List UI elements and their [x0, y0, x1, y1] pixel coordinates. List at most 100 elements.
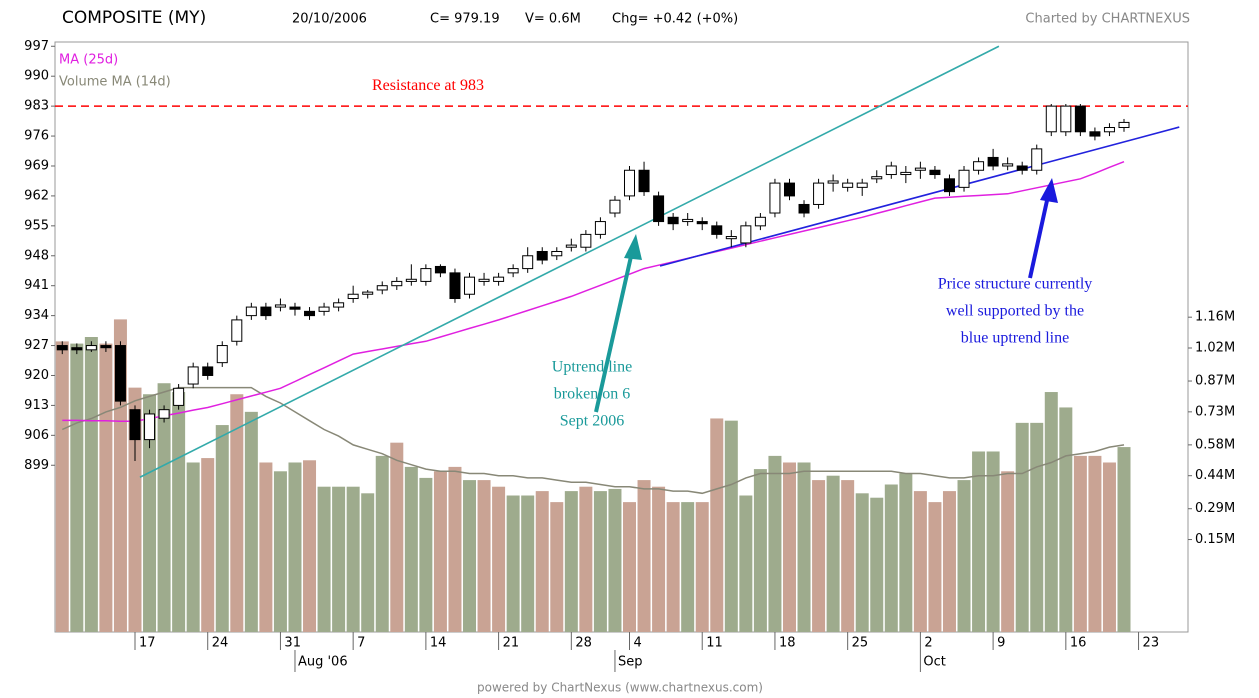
- candle-body: [1089, 131, 1101, 137]
- candle-body: [914, 167, 926, 171]
- candle-body: [754, 216, 766, 227]
- volume-bar: [477, 480, 491, 632]
- volume-bar: [244, 411, 258, 632]
- volume-bar: [710, 418, 724, 632]
- volume-bar: [492, 486, 506, 632]
- chart-title: COMPOSITE (MY): [62, 8, 206, 28]
- volume-bar: [1030, 422, 1044, 632]
- candle-body: [318, 306, 330, 312]
- y2-tick-label: 0.87M: [1195, 374, 1235, 389]
- volume-bar: [1117, 447, 1131, 632]
- volume-bar: [84, 337, 98, 632]
- volume-bar: [317, 486, 331, 632]
- x-tick-label: 16: [1070, 636, 1087, 651]
- volume-bar: [303, 460, 317, 632]
- annotation: well supported by the: [946, 303, 1084, 320]
- volume-bar: [899, 473, 913, 632]
- footer: powered by ChartNexus (www.chartnexus.co…: [477, 681, 763, 695]
- candle-body: [173, 387, 185, 406]
- arrow: [1028, 195, 1050, 279]
- volume-bar: [172, 392, 186, 632]
- volume-bar: [404, 466, 418, 632]
- header-volume: V= 0.6M: [525, 12, 581, 27]
- month-label: Sep: [618, 655, 643, 670]
- volume-bar: [1059, 407, 1073, 632]
- candle-body: [1118, 121, 1130, 129]
- volume-bar: [753, 469, 767, 632]
- candle-body: [973, 161, 985, 171]
- candle-body: [565, 244, 577, 248]
- volume-bar: [564, 491, 578, 632]
- volume-bar: [986, 451, 1000, 632]
- candle-body: [144, 413, 156, 441]
- volume-bar: [681, 502, 695, 632]
- candle-body: [114, 345, 126, 402]
- annotation: Price structure currently: [938, 276, 1093, 293]
- candle-body: [623, 169, 635, 197]
- volume-bar: [928, 502, 942, 632]
- x-tick-label: 23: [1143, 636, 1160, 651]
- volume-bar: [143, 394, 157, 632]
- header-change: Chg= +0.42 (+0%): [612, 12, 738, 27]
- candle-body: [769, 182, 781, 214]
- volume-bar: [1102, 462, 1116, 632]
- volume-bar: [55, 341, 69, 632]
- y-tick-label: 997: [24, 39, 49, 54]
- x-tick-label: 24: [212, 636, 229, 651]
- candle-body: [725, 236, 737, 240]
- x-tick-label: 7: [357, 636, 365, 651]
- volume-bar: [99, 343, 113, 632]
- ma-line: [62, 161, 1125, 422]
- volume-bar: [797, 462, 811, 632]
- volume-bar: [390, 442, 404, 632]
- candle-body: [260, 306, 272, 317]
- annotation: blue uptrend line: [961, 330, 1069, 347]
- candle-body: [813, 182, 825, 205]
- volume-bar: [637, 480, 651, 632]
- y-tick-label: 990: [24, 69, 49, 84]
- y-tick-label: 906: [24, 428, 49, 443]
- candle-body: [347, 293, 359, 300]
- volume-bar: [157, 383, 171, 632]
- x-tick-label: 21: [503, 636, 520, 651]
- annotation: Sept 2006: [560, 413, 624, 430]
- volume-bar: [1073, 455, 1087, 632]
- x-tick-label: 9: [997, 636, 1005, 651]
- y-tick-label: 962: [24, 188, 49, 203]
- y-tick-label: 941: [24, 278, 49, 293]
- y-tick-label: 927: [24, 338, 49, 353]
- x-tick-label: 11: [706, 636, 723, 651]
- candle-body: [900, 171, 912, 176]
- candle-body: [478, 278, 490, 282]
- y2-tick-label: 0.73M: [1195, 404, 1235, 419]
- y2-tick-label: 1.16M: [1195, 310, 1235, 325]
- candle-body: [1074, 105, 1086, 133]
- x-tick-label: 14: [430, 636, 447, 651]
- y-tick-label: 969: [24, 158, 49, 173]
- volume-bar: [608, 488, 622, 632]
- y-tick-label: 934: [24, 308, 49, 323]
- volume-bar: [419, 477, 433, 632]
- candle-body: [420, 268, 432, 282]
- candle-body: [333, 302, 345, 308]
- candle-body: [1002, 163, 1014, 167]
- volume-bar: [666, 502, 680, 632]
- volume-bar: [288, 462, 302, 632]
- volume-bar: [782, 462, 796, 632]
- volume-bar: [1088, 455, 1102, 632]
- volume-bar: [1044, 392, 1058, 632]
- candle-body: [711, 225, 723, 235]
- y-tick-label: 948: [24, 248, 49, 263]
- candle-body: [536, 250, 548, 261]
- candle-body: [1045, 105, 1057, 133]
- candle-body: [289, 306, 301, 310]
- volume-bar: [841, 480, 855, 632]
- candle-body: [449, 272, 461, 300]
- volume-bar: [695, 502, 709, 632]
- volume-bar: [1015, 422, 1029, 632]
- volume-bar: [128, 387, 142, 632]
- candle-body: [376, 285, 388, 291]
- x-tick-label: 28: [575, 636, 592, 651]
- volume-bar: [826, 475, 840, 632]
- y-tick-label: 983: [24, 99, 49, 114]
